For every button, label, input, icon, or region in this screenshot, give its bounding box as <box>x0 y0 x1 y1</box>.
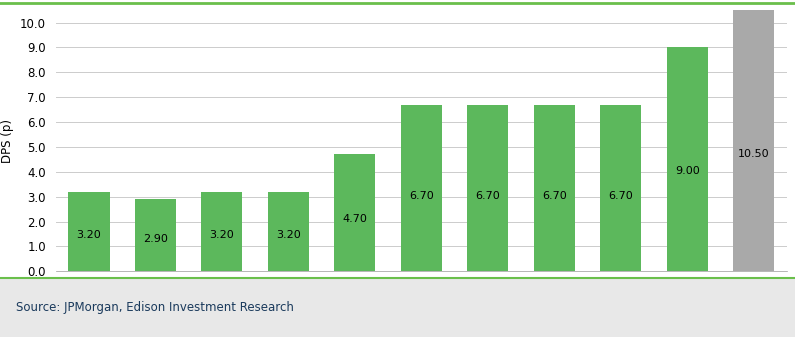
Text: 10.50: 10.50 <box>738 149 770 159</box>
Text: 6.70: 6.70 <box>542 191 567 201</box>
Bar <box>135 199 176 271</box>
Bar <box>334 154 375 271</box>
Text: 6.70: 6.70 <box>608 191 633 201</box>
Text: 4.70: 4.70 <box>343 214 367 224</box>
Bar <box>201 192 242 271</box>
Bar <box>533 104 575 271</box>
Bar <box>68 192 110 271</box>
Text: 3.20: 3.20 <box>276 231 301 241</box>
Text: Source: JPMorgan, Edison Investment Research: Source: JPMorgan, Edison Investment Rese… <box>16 301 294 314</box>
Bar <box>733 10 774 271</box>
Text: 6.70: 6.70 <box>409 191 434 201</box>
Bar <box>600 104 642 271</box>
Text: 3.20: 3.20 <box>76 231 101 241</box>
Text: 6.70: 6.70 <box>475 191 500 201</box>
Text: 3.20: 3.20 <box>210 231 235 241</box>
Bar <box>467 104 509 271</box>
Bar <box>268 192 309 271</box>
Bar <box>667 48 708 271</box>
Bar <box>401 104 442 271</box>
Text: 2.90: 2.90 <box>143 234 168 244</box>
Text: 9.00: 9.00 <box>675 165 700 176</box>
Y-axis label: DPS (p): DPS (p) <box>2 119 14 163</box>
